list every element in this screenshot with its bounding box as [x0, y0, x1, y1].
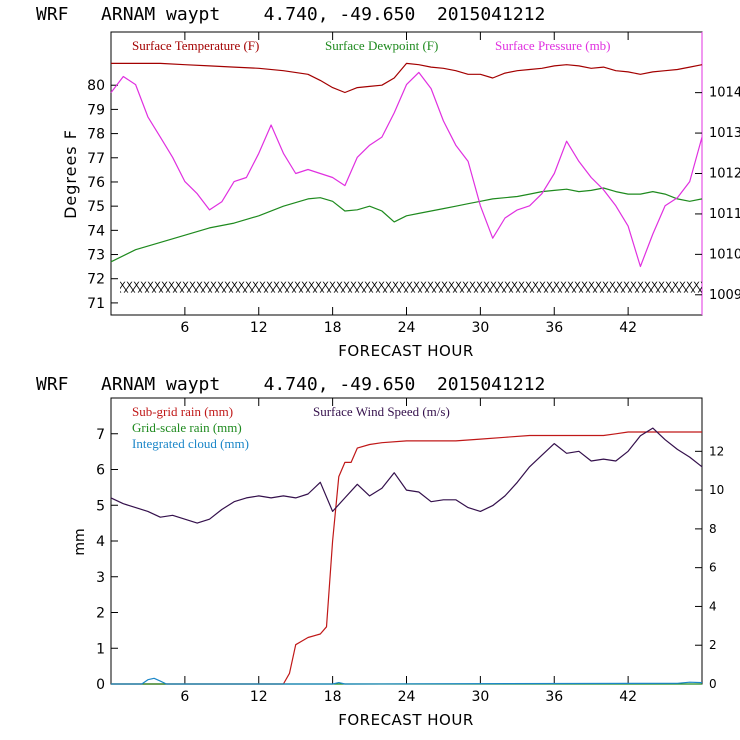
y2-tick-label: 10	[709, 483, 724, 497]
panel-2: WRF ARNAM waypt 4.740, -49.650 201504121…	[36, 374, 724, 729]
y-tick-label: 78	[87, 127, 105, 143]
legend-integrated-cloud: Integrated cloud (mm)	[132, 436, 249, 451]
y-tick-label: 3	[96, 570, 105, 586]
subgrid-rain-line	[111, 431, 702, 685]
x-tick-label: 24	[398, 689, 416, 705]
y2-tick-label: 1009	[709, 288, 740, 303]
y2-tick-label: 8	[709, 522, 717, 536]
panel-1: WRF ARNAM waypt 4.740, -49.650 201504121…	[36, 4, 740, 360]
y-tick-label: 79	[87, 102, 105, 118]
y-tick-label: 77	[87, 151, 105, 167]
y2-tick-label: 12	[709, 444, 724, 458]
legend-surface-temperature: Surface Temperature (F)	[132, 38, 259, 53]
chart-1-legend: Surface Temperature (F) Surface Dewpoint…	[132, 38, 611, 53]
y-tick-label: 80	[87, 78, 105, 94]
surface-pressure-line	[110, 71, 703, 268]
y-tick-label: 6	[96, 463, 105, 479]
surface-dewpoint-line	[110, 187, 703, 263]
y-tick-label: 71	[87, 296, 105, 312]
x-tick-label: 24	[398, 320, 416, 336]
y-tick-label: 75	[87, 199, 105, 215]
chart-2-y2-ticks: 0 2 4 6 8 10 12	[695, 444, 724, 691]
y2-tick-label: 1012	[709, 167, 740, 182]
legend-surface-dewpoint: Surface Dewpoint (F)	[325, 38, 438, 53]
chart-1-series	[110, 62, 703, 268]
y2-tick-label: 2	[709, 638, 717, 652]
y-tick-label: 76	[87, 175, 105, 191]
chart-1-x-axis-label: FORECAST HOUR	[338, 342, 474, 360]
chart-2-y-axis-label: mm	[72, 528, 88, 555]
y-tick-label: 0	[96, 677, 105, 693]
chart-2-title: WRF ARNAM waypt 4.740, -49.650 201504121…	[36, 374, 545, 395]
chart-1-x-ticks: 6 12 18 24 30 36 42	[180, 32, 637, 336]
legend-gridscale-rain: Grid-scale rain (mm)	[132, 420, 242, 435]
x-tick-label: 18	[324, 320, 342, 336]
y-tick-label: 72	[87, 272, 105, 288]
integrated-cloud-line	[111, 677, 703, 685]
legend-surface-pressure: Surface Pressure (mb)	[495, 38, 611, 53]
y2-tick-label: 1014	[709, 86, 740, 101]
x-tick-label: 42	[619, 689, 637, 705]
legend-subgrid-rain: Sub-grid rain (mm)	[132, 404, 233, 419]
y2-tick-label: 1010	[709, 247, 740, 262]
chart-2-x-ticks: 6 12 18 24 30 36 42	[180, 398, 637, 705]
surface-wind-speed-line	[110, 427, 703, 524]
x-tick-label: 36	[545, 689, 563, 705]
x-tick-label: 12	[250, 320, 268, 336]
chart-1-title: WRF ARNAM waypt 4.740, -49.650 201504121…	[36, 4, 545, 25]
y2-tick-label: 6	[709, 561, 717, 575]
y-tick-label: 4	[96, 534, 105, 550]
x-tick-label: 18	[324, 689, 342, 705]
chart-1-y2-ticks: 1009 1010 1011 1012 1013 1014	[695, 86, 740, 303]
y-tick-label: 7	[96, 427, 105, 443]
chart-2-legend: Sub-grid rain (mm) Surface Wind Speed (m…	[132, 404, 450, 451]
y2-tick-label: 4	[709, 599, 717, 613]
y2-tick-label: 0	[709, 677, 717, 691]
x-tick-label: 30	[471, 320, 489, 336]
x-tick-label: 30	[471, 689, 489, 705]
chart-1-y-axis-label: Degrees F	[61, 129, 80, 219]
surface-temperature-line	[111, 62, 703, 94]
y2-tick-label: 1011	[709, 207, 740, 222]
x-tick-label: 36	[545, 320, 563, 336]
y-tick-label: 5	[96, 498, 105, 514]
chart-1-hatched-band	[120, 281, 702, 293]
chart-2-series	[110, 427, 703, 685]
chart-2-x-axis-label: FORECAST HOUR	[338, 711, 474, 729]
x-tick-label: 6	[180, 320, 189, 336]
y-tick-label: 1	[96, 641, 105, 657]
chart-1-y-ticks: 71 72 73 74 75 76 77 78 79 80	[87, 78, 118, 312]
x-tick-label: 6	[180, 689, 189, 705]
x-tick-label: 42	[619, 320, 637, 336]
y-tick-label: 2	[96, 606, 105, 622]
y-tick-label: 73	[87, 248, 105, 264]
chart-2-y-ticks: 0 1 2 3 4 5 6 7	[96, 427, 118, 693]
y-tick-label: 74	[87, 223, 105, 239]
chart-1-plot-frame	[110, 31, 703, 316]
x-tick-label: 12	[250, 689, 268, 705]
y2-tick-label: 1013	[709, 126, 740, 141]
legend-surface-wind-speed: Surface Wind Speed (m/s)	[313, 404, 450, 419]
